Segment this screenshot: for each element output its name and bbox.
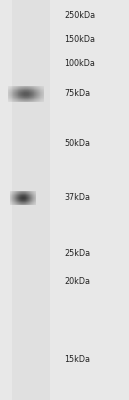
Bar: [12, 0, 50, 400]
Text: 250kDa: 250kDa: [64, 12, 96, 20]
Text: 37kDa: 37kDa: [64, 194, 91, 202]
Text: 100kDa: 100kDa: [64, 60, 95, 68]
Text: 50kDa: 50kDa: [64, 140, 91, 148]
Text: 20kDa: 20kDa: [64, 278, 91, 286]
Text: 150kDa: 150kDa: [64, 36, 95, 44]
Text: 75kDa: 75kDa: [64, 90, 91, 98]
Text: 15kDa: 15kDa: [64, 356, 91, 364]
Text: 25kDa: 25kDa: [64, 250, 91, 258]
